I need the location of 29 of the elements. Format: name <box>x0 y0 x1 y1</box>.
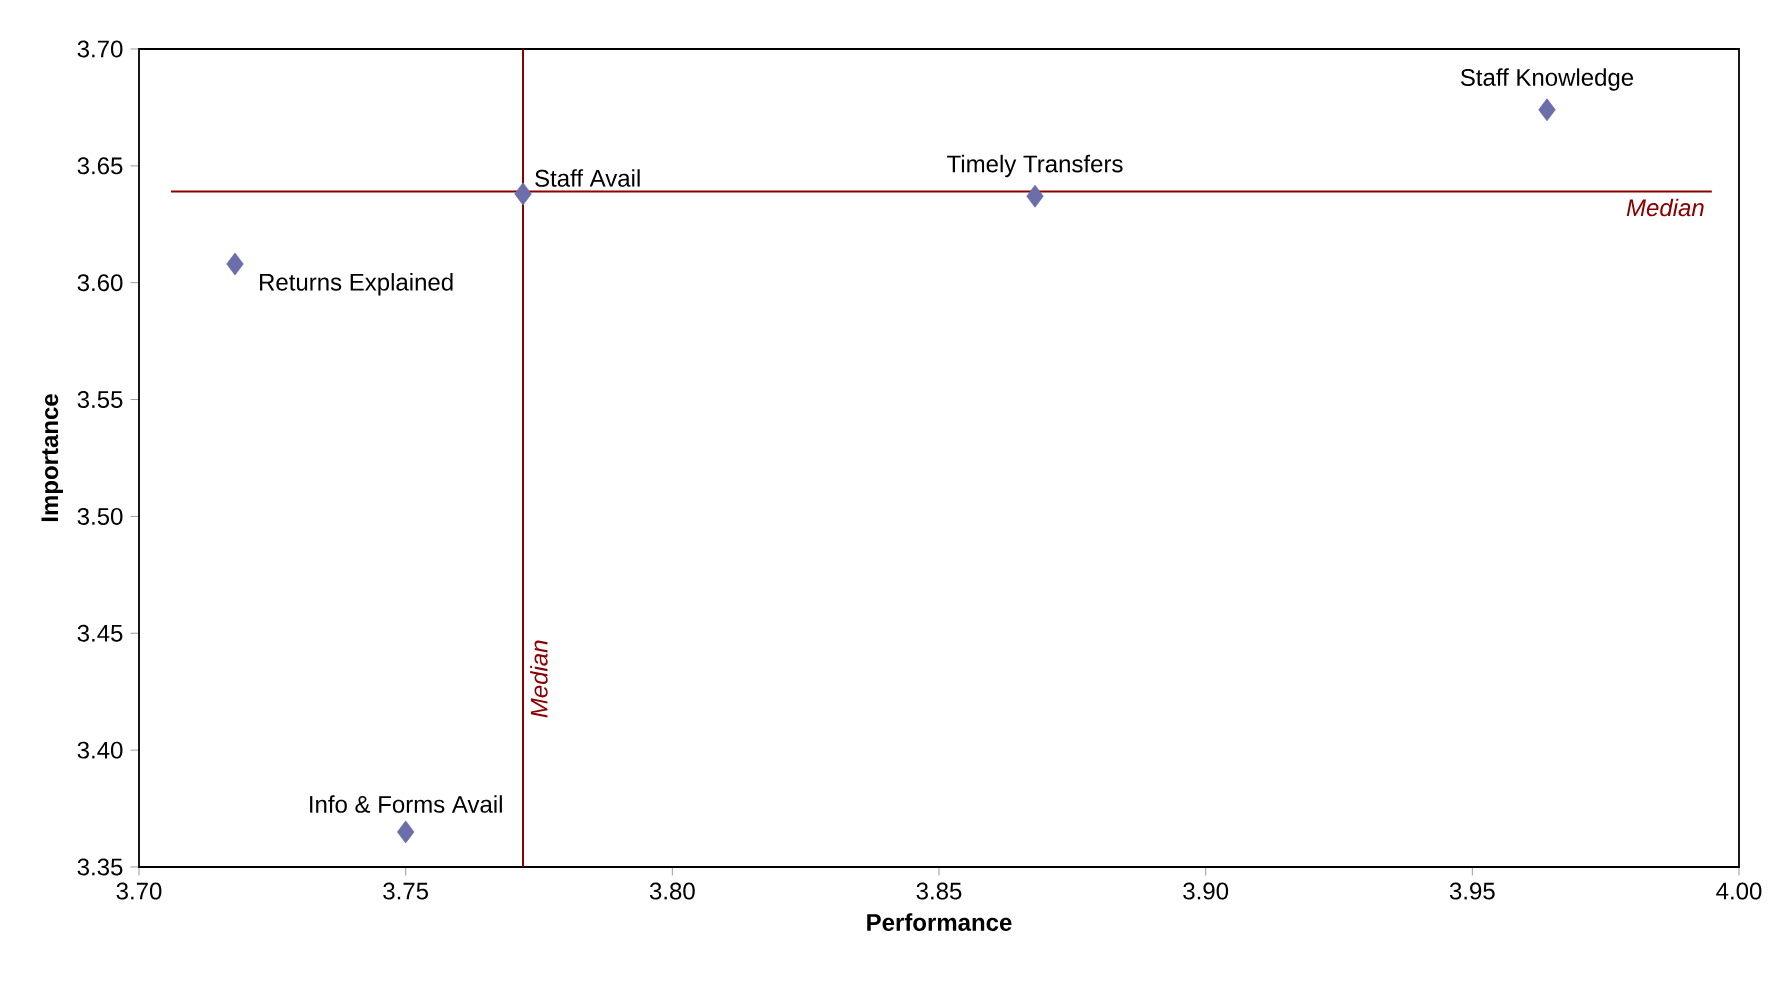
annotation: Timely Transfers <box>947 154 1123 178</box>
y-tick-label: 3.60 <box>77 274 123 292</box>
point <box>1026 184 1044 208</box>
x-tick-label: 3.70 <box>116 882 162 900</box>
y-tick-label: 3.40 <box>77 741 123 759</box>
y-tick-label: 3.65 <box>77 157 123 175</box>
y-axis-title: Importance <box>41 394 63 522</box>
x-axis-title: Performance <box>867 913 1012 931</box>
annotation: Info & Forms Avail <box>310 795 502 813</box>
x-tick-label: 3.90 <box>1183 882 1229 900</box>
y-tick-label: 3.50 <box>77 507 123 525</box>
point <box>226 252 244 276</box>
annotation: Staff Avail <box>535 169 640 187</box>
x-tick-label: 3.95 <box>1449 882 1495 900</box>
ref-line-label: Median <box>530 640 548 718</box>
x-tick-label: 3.80 <box>649 882 695 900</box>
x-tick-label: 4.00 <box>1716 882 1762 900</box>
annotation: Returns Explained <box>260 273 453 296</box>
ref-line-label: Median <box>1626 198 1704 217</box>
y-tick-label: 3.45 <box>77 624 123 642</box>
point <box>514 182 532 206</box>
y-tick-label: 3.35 <box>77 858 123 876</box>
x-tick-label: 3.75 <box>383 882 428 900</box>
y-tick-label: 3.70 <box>77 40 123 58</box>
point <box>397 820 415 844</box>
annotation: Staff Knowledge <box>1460 68 1634 91</box>
point <box>1538 98 1556 122</box>
y-tick-label: 3.55 <box>77 391 123 409</box>
x-tick-label: 3.85 <box>916 882 962 900</box>
